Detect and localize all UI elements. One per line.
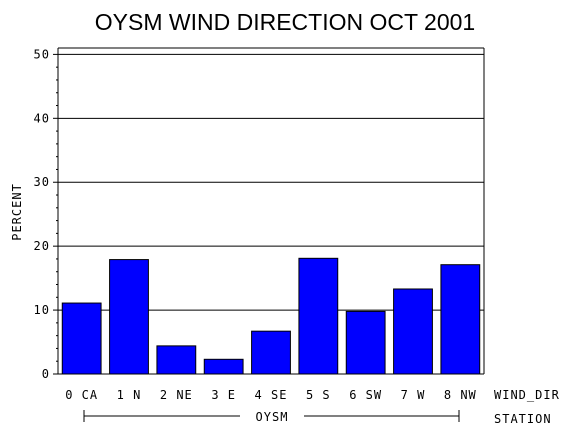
bar bbox=[251, 330, 291, 375]
y-tick-label: 30 bbox=[34, 175, 50, 189]
chart-title: OYSM WIND DIRECTION OCT 2001 bbox=[95, 9, 475, 35]
bar bbox=[440, 264, 481, 375]
x-tick-label: 4 SE bbox=[255, 388, 288, 402]
x-tick-label: 6 SW bbox=[349, 388, 382, 402]
y-tick-label: 40 bbox=[34, 111, 50, 125]
bar bbox=[203, 358, 244, 375]
y-tick-label: 0 bbox=[42, 367, 50, 381]
bar bbox=[345, 310, 386, 375]
group-bracket: OYSM bbox=[83, 410, 460, 424]
y-axis-label: PERCENT bbox=[10, 183, 24, 241]
x-tick-label: 8 NW bbox=[444, 388, 477, 402]
x-tick-label: 1 N bbox=[117, 388, 142, 402]
x-tick-label: 5 S bbox=[306, 388, 331, 402]
x-tick-label: 7 W bbox=[401, 388, 426, 402]
bar bbox=[61, 302, 102, 375]
bar bbox=[156, 345, 197, 375]
axes bbox=[57, 47, 485, 375]
y-tick-label: 20 bbox=[34, 239, 50, 253]
x-tick-label: 2 NE bbox=[160, 388, 193, 402]
bar bbox=[109, 259, 149, 375]
bar bbox=[393, 288, 433, 375]
x-axis-label: WIND_DIR bbox=[494, 388, 560, 402]
x-tick-label: 0 CA bbox=[65, 388, 98, 402]
x-tick-label: 3 E bbox=[211, 388, 236, 402]
y-tick-label: 50 bbox=[34, 47, 50, 61]
y-ticks: 0 10 20 30 40 50 bbox=[34, 47, 58, 381]
group-axis-label: STATION bbox=[494, 412, 552, 426]
bars bbox=[61, 257, 481, 375]
y-tick-label: 10 bbox=[34, 303, 50, 317]
x-tick-labels: 0 CA 1 N 2 NE 3 E 4 SE 5 S 6 SW 7 W 8 NW bbox=[65, 388, 477, 402]
bar bbox=[298, 257, 339, 375]
group-label: OYSM bbox=[256, 410, 289, 424]
